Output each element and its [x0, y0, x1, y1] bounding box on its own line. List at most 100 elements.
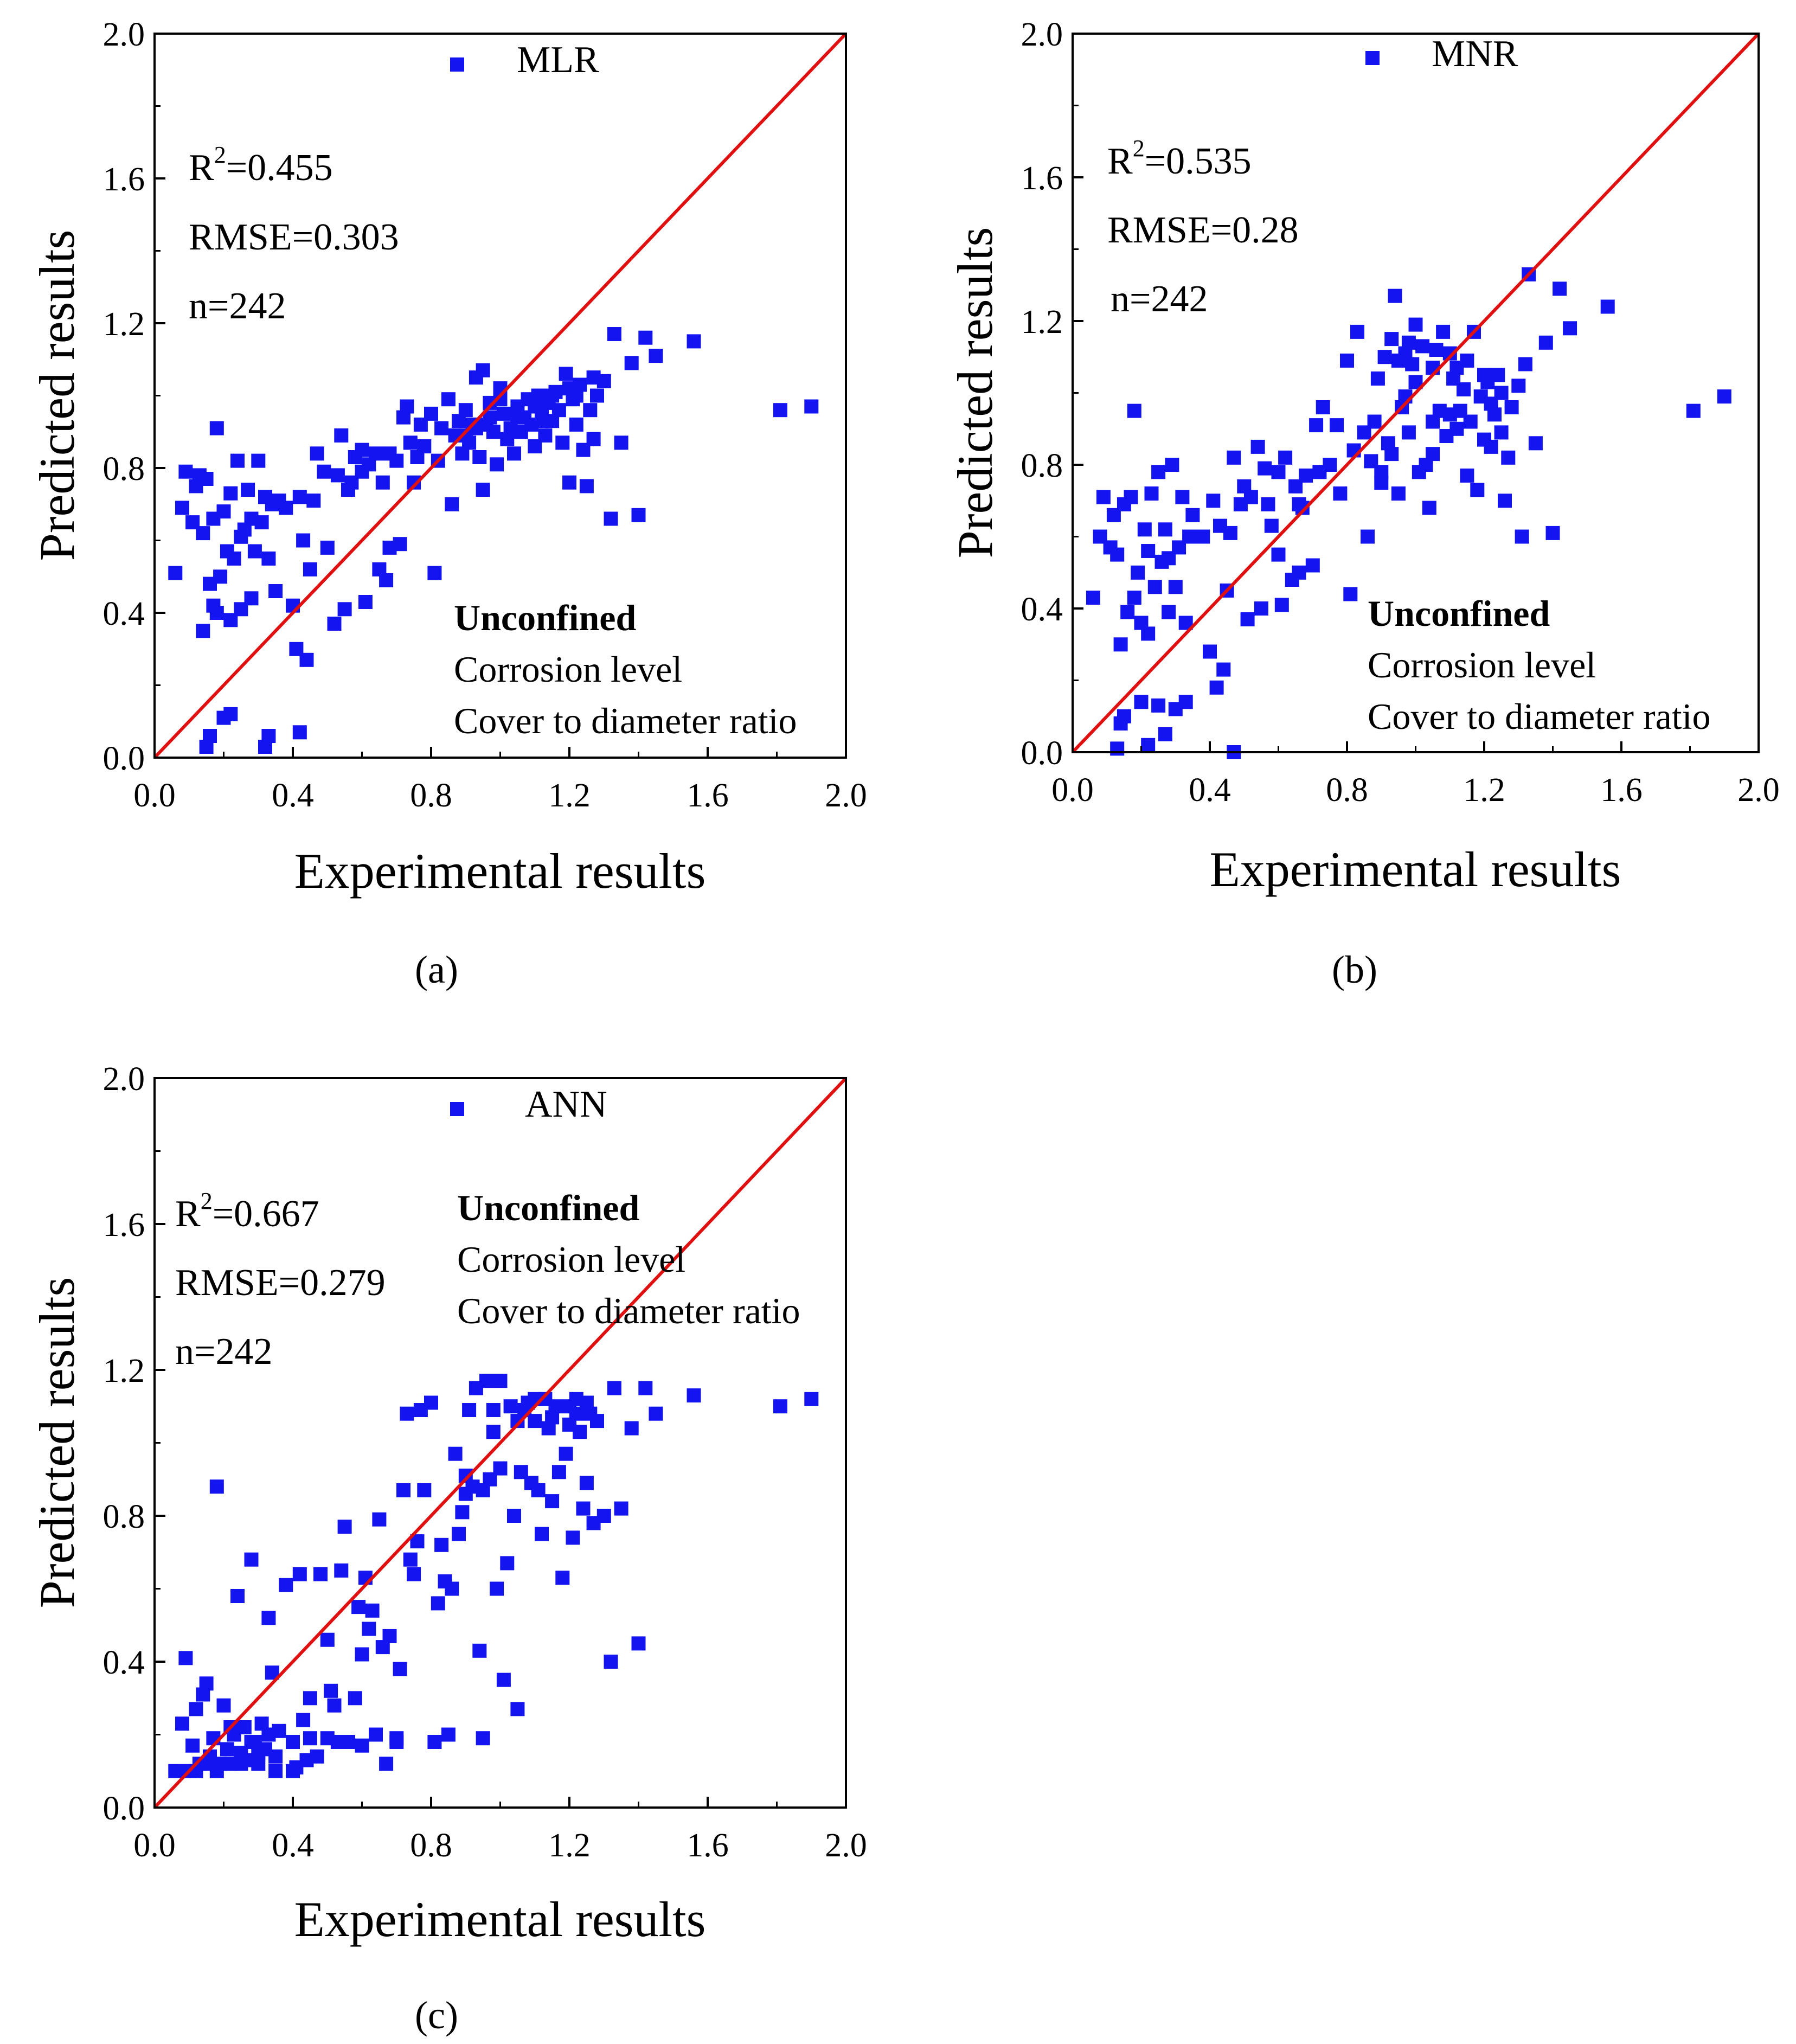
data-point [528, 1414, 542, 1428]
data-point [1408, 317, 1423, 332]
data-point [638, 1381, 653, 1395]
data-point [1124, 490, 1138, 504]
reference-line [153, 1077, 848, 1809]
data-point [261, 1727, 276, 1742]
data-point [507, 446, 521, 461]
data-point [462, 1403, 477, 1417]
data-points [168, 327, 819, 754]
data-point [614, 1501, 628, 1516]
data-point [372, 1512, 387, 1527]
data-point [607, 327, 621, 341]
data-point [254, 515, 269, 530]
data-point [458, 1486, 473, 1501]
data-point [178, 1651, 193, 1665]
data-point [341, 1735, 355, 1749]
data-point [1185, 508, 1200, 522]
y-tick-label: 1.2 [103, 306, 145, 343]
data-point [486, 425, 501, 439]
data-point [244, 1552, 259, 1567]
y-axis-label: Predicted results [29, 1277, 85, 1609]
data-point [1117, 709, 1131, 723]
data-point [455, 1505, 470, 1520]
legend-label: MNR [1432, 33, 1518, 75]
chart-panel-a: 0.0 0.4 0.8 1.2 1.6 2.0 0.0 0.4 0.8 1.2 1.6 2.0 MLR… [29, 16, 867, 899]
data-point [579, 1476, 594, 1490]
rmse-text: RMSE=0.28 [1107, 209, 1299, 251]
reference-line [1071, 32, 1760, 754]
data-point [1278, 450, 1293, 465]
data-point [1274, 598, 1289, 612]
y-tick-label: 1.6 [1021, 160, 1063, 197]
data-point [358, 595, 373, 609]
data-point [586, 370, 601, 385]
data-point [562, 475, 576, 490]
data-point [393, 1662, 407, 1676]
data-point [448, 1446, 463, 1461]
data-point [196, 526, 210, 541]
data-point [407, 1567, 421, 1581]
data-point [223, 486, 238, 501]
data-point [1498, 494, 1512, 508]
data-point [490, 1581, 504, 1596]
data-point [223, 707, 238, 721]
conditions-title: Unconfined [1368, 593, 1550, 634]
data-point [196, 624, 210, 638]
data-point [1717, 389, 1731, 404]
data-point [1484, 439, 1498, 454]
data-point [1545, 526, 1560, 540]
x-tick-label: 2.0 [1737, 772, 1780, 809]
x-axis-label: Experimental results [294, 1892, 706, 1947]
data-point [1501, 450, 1516, 465]
data-point [590, 1414, 604, 1428]
y-tick-label: 0.0 [1021, 735, 1063, 772]
x-tick-label: 2.0 [825, 1827, 867, 1864]
y-tick-label: 0.8 [1021, 447, 1063, 484]
data-point [175, 501, 189, 515]
data-point [614, 435, 628, 450]
data-point [579, 1395, 594, 1410]
data-point [330, 468, 345, 483]
data-points [168, 1374, 819, 1778]
data-point [493, 1461, 508, 1476]
caption-a: (a) [415, 948, 458, 991]
data-point [403, 1552, 418, 1567]
data-point [1165, 458, 1179, 472]
data-point [510, 1702, 525, 1716]
data-point [1367, 414, 1382, 429]
conditions-title: Unconfined [457, 1187, 639, 1228]
n-text: n=242 [175, 1331, 272, 1373]
data-point [168, 566, 183, 580]
data-point [337, 1520, 352, 1534]
data-point [341, 483, 355, 497]
data-point [535, 414, 549, 428]
data-point [1491, 368, 1505, 382]
data-point [261, 1611, 276, 1625]
data-point [303, 1731, 317, 1746]
data-point [441, 392, 456, 407]
data-point [1600, 299, 1615, 314]
data-point [545, 388, 560, 403]
n-text: n=242 [189, 285, 286, 327]
x-tick-label: 2.0 [825, 777, 867, 814]
y-tick-label: 2.0 [1021, 16, 1063, 53]
data-point [1182, 529, 1197, 544]
rmse-text: RMSE=0.279 [175, 1262, 386, 1304]
data-point [1391, 353, 1406, 368]
data-point [310, 446, 324, 461]
data-point [261, 551, 276, 566]
x-tick-label: 0.0 [133, 1827, 176, 1864]
data-point [1457, 382, 1471, 396]
data-point [1223, 526, 1237, 540]
data-point [334, 1563, 349, 1578]
y-axis-label: Predicted results [29, 230, 85, 561]
data-point [279, 501, 293, 515]
data-point [1141, 544, 1156, 558]
data-point [241, 483, 255, 497]
data-point [583, 403, 598, 418]
data-point [472, 450, 487, 464]
conditions-line-2: Cover to diameter ratio [457, 1290, 800, 1331]
statistics-annotation: R2=0.667 RMSE=0.279 n=242 [175, 1188, 386, 1373]
data-point [1134, 695, 1149, 709]
data-point [1422, 501, 1436, 515]
